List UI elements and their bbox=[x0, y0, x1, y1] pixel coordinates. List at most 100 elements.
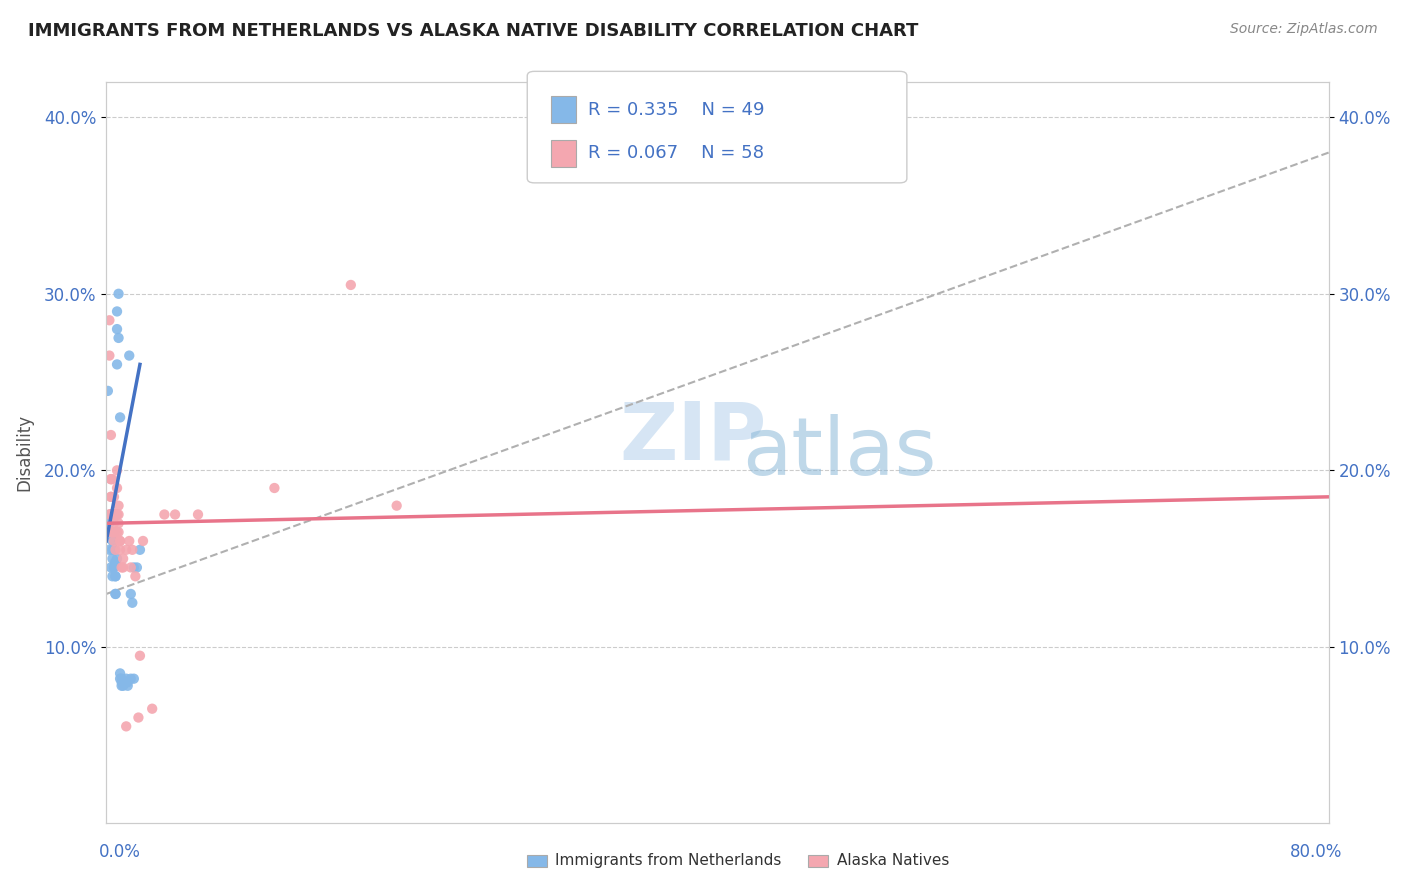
Point bbox=[127, 710, 149, 724]
Point bbox=[121, 542, 143, 557]
Point bbox=[100, 508, 122, 522]
Point bbox=[100, 560, 122, 574]
Text: Alaska Natives: Alaska Natives bbox=[837, 854, 949, 868]
Point bbox=[107, 286, 129, 301]
Point bbox=[101, 508, 124, 522]
Point bbox=[101, 533, 124, 548]
Point bbox=[112, 560, 135, 574]
Point bbox=[114, 675, 136, 690]
Point bbox=[121, 596, 143, 610]
Point bbox=[98, 542, 121, 557]
Point bbox=[115, 719, 138, 733]
Point bbox=[105, 525, 128, 540]
Point bbox=[104, 555, 127, 569]
Point bbox=[108, 533, 131, 548]
Point bbox=[103, 525, 125, 540]
Point bbox=[101, 551, 124, 566]
Point bbox=[103, 508, 125, 522]
Point bbox=[108, 666, 131, 681]
Point bbox=[110, 560, 132, 574]
Point bbox=[105, 463, 128, 477]
Point bbox=[263, 481, 285, 495]
Point bbox=[103, 560, 125, 574]
Point bbox=[104, 587, 127, 601]
Point bbox=[118, 533, 141, 548]
Point bbox=[115, 672, 138, 686]
Point bbox=[103, 560, 125, 574]
Point bbox=[141, 702, 163, 716]
Point bbox=[104, 508, 127, 522]
Text: 0.0%: 0.0% bbox=[98, 843, 141, 861]
Point bbox=[100, 525, 122, 540]
Point bbox=[110, 672, 132, 686]
Point bbox=[129, 542, 152, 557]
Point bbox=[104, 569, 127, 583]
Point bbox=[122, 672, 145, 686]
Text: Immigrants from Netherlands: Immigrants from Netherlands bbox=[555, 854, 782, 868]
Point bbox=[105, 551, 128, 566]
Point bbox=[117, 679, 139, 693]
Point bbox=[107, 516, 129, 531]
Point bbox=[103, 525, 125, 540]
Point bbox=[104, 555, 127, 569]
Text: IMMIGRANTS FROM NETHERLANDS VS ALASKA NATIVE DISABILITY CORRELATION CHART: IMMIGRANTS FROM NETHERLANDS VS ALASKA NA… bbox=[28, 22, 918, 40]
Point bbox=[100, 490, 122, 504]
Point bbox=[117, 675, 139, 690]
Text: 80.0%: 80.0% bbox=[1291, 843, 1343, 861]
Point bbox=[112, 675, 135, 690]
Point bbox=[101, 542, 124, 557]
Point bbox=[122, 560, 145, 574]
Text: Source: ZipAtlas.com: Source: ZipAtlas.com bbox=[1230, 22, 1378, 37]
Point bbox=[101, 472, 124, 486]
Point bbox=[98, 516, 121, 531]
Point bbox=[100, 490, 122, 504]
Point bbox=[105, 322, 128, 336]
Point bbox=[129, 648, 152, 663]
Point bbox=[97, 384, 120, 398]
Point bbox=[103, 525, 125, 540]
Point bbox=[101, 508, 124, 522]
Point bbox=[108, 533, 131, 548]
Point bbox=[98, 508, 121, 522]
Point bbox=[105, 358, 128, 372]
Point bbox=[104, 569, 127, 583]
Point bbox=[187, 508, 209, 522]
Text: R = 0.335    N = 49: R = 0.335 N = 49 bbox=[588, 101, 765, 119]
Point bbox=[115, 675, 138, 690]
Point bbox=[108, 672, 131, 686]
Y-axis label: Disability: Disability bbox=[15, 414, 32, 491]
Point bbox=[104, 587, 127, 601]
Point bbox=[104, 525, 127, 540]
Point bbox=[100, 508, 122, 522]
Point bbox=[385, 499, 408, 513]
Point bbox=[105, 508, 128, 522]
Point bbox=[118, 349, 141, 363]
Point bbox=[107, 331, 129, 345]
Point bbox=[112, 551, 135, 566]
Point bbox=[98, 508, 121, 522]
Point bbox=[100, 508, 122, 522]
Point bbox=[103, 508, 125, 522]
Point bbox=[132, 533, 155, 548]
Point bbox=[107, 499, 129, 513]
Point bbox=[120, 560, 142, 574]
Point bbox=[125, 560, 148, 574]
Point bbox=[107, 508, 129, 522]
Point bbox=[101, 569, 124, 583]
Point bbox=[110, 679, 132, 693]
Point bbox=[153, 508, 176, 522]
Point bbox=[98, 349, 121, 363]
Point bbox=[103, 516, 125, 531]
Point bbox=[112, 679, 135, 693]
Point bbox=[120, 587, 142, 601]
Point bbox=[105, 304, 128, 318]
Point bbox=[100, 525, 122, 540]
Point bbox=[110, 675, 132, 690]
Point bbox=[100, 472, 122, 486]
Text: ZIP: ZIP bbox=[620, 399, 768, 477]
Point bbox=[108, 542, 131, 557]
Point bbox=[103, 508, 125, 522]
Point bbox=[100, 472, 122, 486]
Point bbox=[340, 277, 363, 292]
Point bbox=[108, 410, 131, 425]
